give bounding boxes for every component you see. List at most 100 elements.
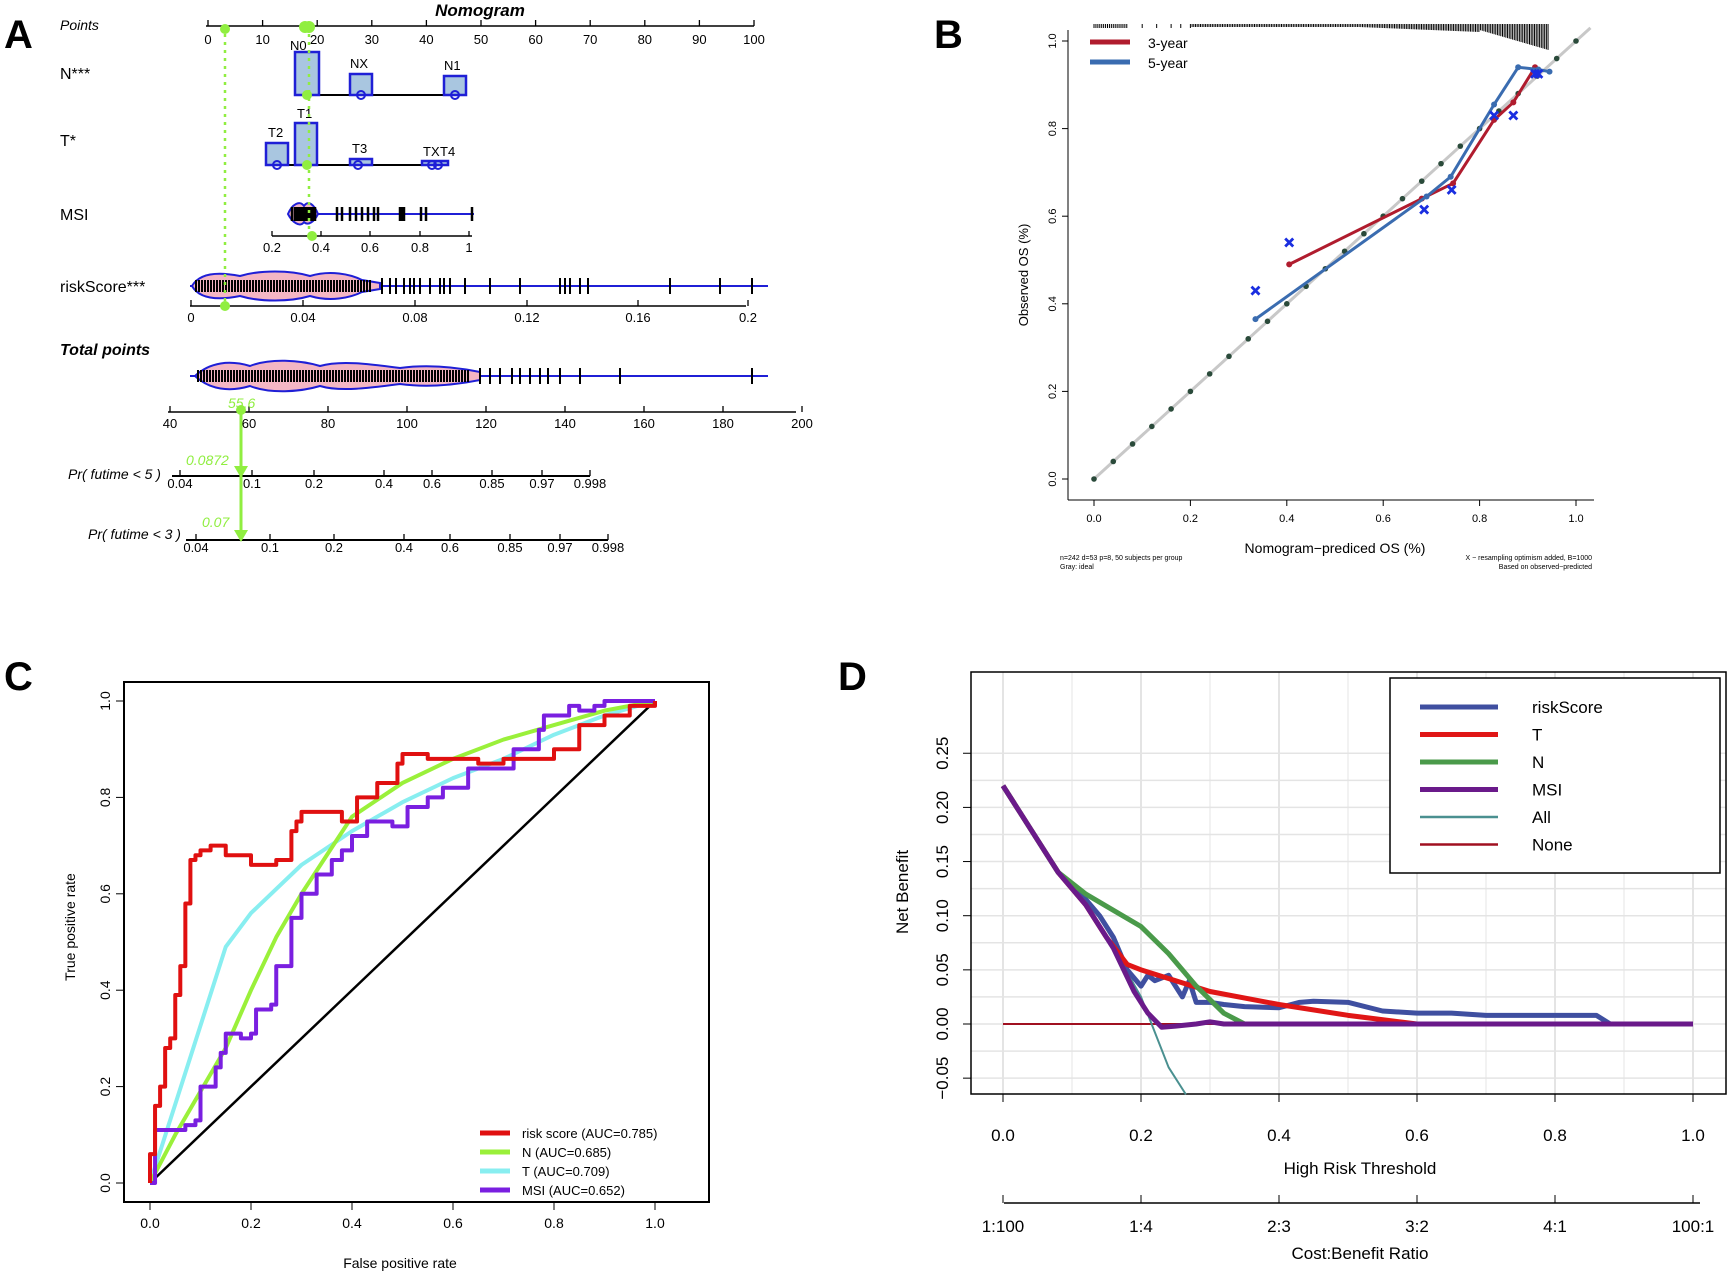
row-label-n: N*** bbox=[60, 66, 90, 83]
row-label-total: Total points bbox=[60, 342, 150, 359]
pr3-tick-label: 0.998 bbox=[592, 540, 625, 555]
pr5-tick-label: 0.1 bbox=[243, 476, 261, 491]
roc-y-tick-label: 0.0 bbox=[97, 1173, 113, 1193]
total-row: 40 60 80 100 120 140 160 180 200 bbox=[163, 359, 813, 431]
pr5-tick-label: 0.4 bbox=[375, 476, 393, 491]
calibration-x-tick-label: 0.8 bbox=[1472, 513, 1487, 525]
total-tick-label: 80 bbox=[321, 416, 335, 431]
nomogram-panel: Nomogram Points N*** T* MSI riskScore***… bbox=[60, 1, 813, 555]
points-tick-label: 30 bbox=[365, 32, 379, 47]
calibration-legend-3year: 3-year bbox=[1148, 35, 1188, 51]
riskscore-tick-label: 0.2 bbox=[739, 310, 757, 325]
riskscore-tick-label: 0.04 bbox=[290, 310, 315, 325]
riskscore-tick-label: 0 bbox=[187, 310, 194, 325]
calibration-point bbox=[1423, 193, 1430, 200]
dca-cost-tick-label: 1:100 bbox=[982, 1217, 1025, 1236]
calibration-ideal-point bbox=[1264, 318, 1271, 325]
t-level-t4: T4 bbox=[440, 144, 455, 159]
roc-x-tick-label: 0.4 bbox=[342, 1215, 362, 1231]
panel-label-d: D bbox=[838, 655, 867, 699]
t-row: T2 T1 T3 TX T4 bbox=[264, 106, 455, 170]
calibration-ideal-point bbox=[1361, 230, 1367, 237]
calibration-ideal-point bbox=[1129, 441, 1136, 447]
calibration-cross-mark bbox=[1446, 184, 1457, 195]
roc-diagonal bbox=[149, 700, 656, 1184]
dca-legend-box bbox=[1389, 677, 1721, 874]
calibration-y-tick-label: 0.6 bbox=[1047, 209, 1059, 224]
roc-legend-entry: risk score (AUC=0.785) bbox=[522, 1126, 657, 1141]
points-tick-label: 100 bbox=[743, 32, 765, 47]
dca-cost-tick-label: 2:3 bbox=[1267, 1217, 1291, 1236]
points-tick-label: 0 bbox=[204, 32, 211, 47]
points-tick-label: 70 bbox=[583, 32, 597, 47]
calibration-x-tick-label: 0.6 bbox=[1376, 513, 1391, 525]
dca-cost-tick-label: 4:1 bbox=[1543, 1217, 1567, 1236]
pr3-tick-label: 0.4 bbox=[395, 540, 413, 555]
calibration-ideal-point bbox=[1399, 195, 1406, 202]
dca-panel: High Risk Threshold Net Benefit Cost:Ben… bbox=[893, 671, 1727, 1263]
points-tick-label: 80 bbox=[638, 32, 652, 47]
total-tick-label: 120 bbox=[475, 416, 497, 431]
nomogram-title: Nomogram bbox=[435, 1, 525, 20]
calibration-point bbox=[1252, 316, 1259, 323]
roc-y-tick-label: 0.2 bbox=[97, 1077, 113, 1097]
calibration-cross-mark bbox=[1508, 110, 1519, 121]
dca-y-tick-label: 0.00 bbox=[933, 1007, 952, 1040]
points-tick-label: 50 bbox=[474, 32, 488, 47]
n-level-nx: NX bbox=[350, 56, 368, 71]
points-tick-label: 40 bbox=[419, 32, 433, 47]
roc-legend-entry: MSI (AUC=0.652) bbox=[522, 1183, 625, 1198]
dca-series-msi bbox=[1000, 784, 1693, 1030]
roc-y-tick-label: 0.8 bbox=[97, 787, 113, 807]
dca-x-tick-label: 1.0 bbox=[1681, 1126, 1705, 1145]
roc-legend-entry: N (AUC=0.685) bbox=[522, 1145, 611, 1160]
pr5-tick-label: 0.85 bbox=[479, 476, 504, 491]
total-tick-label: 140 bbox=[554, 416, 576, 431]
dca-x-tick-label: 0.0 bbox=[991, 1126, 1015, 1145]
calibration-y-tick-label: 0.8 bbox=[1047, 121, 1059, 136]
pr5-tick-label: 0.04 bbox=[167, 476, 192, 491]
t-level-t1: T1 bbox=[297, 106, 312, 121]
nx-box bbox=[348, 72, 374, 97]
calibration-cross-mark bbox=[1419, 204, 1430, 215]
dca-legend-entry: T bbox=[1532, 726, 1542, 745]
msi-row: 0.2 0.4 0.6 0.8 1 bbox=[263, 202, 474, 255]
row-label-t: T* bbox=[60, 133, 76, 150]
dca-legend-entry: N bbox=[1532, 753, 1544, 772]
calibration-ideal-point bbox=[1206, 371, 1213, 377]
dca-cost-tick-label: 1:4 bbox=[1129, 1217, 1153, 1236]
roc-ylabel: True positive rate bbox=[62, 873, 78, 981]
calibration-ideal-point bbox=[1553, 55, 1560, 62]
row-label-pr3: Pr( futime < 3 ) bbox=[88, 526, 181, 542]
roc-x-tick-label: 0.2 bbox=[241, 1215, 261, 1231]
calibration-point bbox=[1546, 68, 1553, 75]
calibration-ideal-point bbox=[1438, 160, 1444, 167]
msi-tick-label: 0.4 bbox=[312, 240, 330, 255]
dca-legend-entry: MSI bbox=[1532, 781, 1562, 800]
t-level-tx: TX bbox=[423, 144, 440, 159]
calibration-y-tick-label: 0.0 bbox=[1047, 471, 1059, 486]
row-label-pr5: Pr( futime < 5 ) bbox=[68, 466, 161, 482]
calibration-xlabel: Nomogram−prediced OS (%) bbox=[1245, 540, 1426, 556]
calibration-cross-mark bbox=[1489, 110, 1500, 121]
pr5-tick-label: 0.6 bbox=[423, 476, 441, 491]
dca-y-tick-label: 0.20 bbox=[933, 791, 952, 824]
row-label-riskscore: riskScore*** bbox=[60, 279, 145, 296]
calibration-x-tick-label: 0.0 bbox=[1086, 513, 1101, 525]
calibration-point bbox=[1450, 180, 1457, 187]
n-row: N0 NX N1 bbox=[290, 38, 468, 100]
roc-y-tick-label: 1.0 bbox=[97, 691, 113, 711]
pr3-tick-label: 0.97 bbox=[547, 540, 572, 555]
msi-tick-label: 0.2 bbox=[263, 240, 281, 255]
calibration-series-3year bbox=[1288, 66, 1537, 266]
calibration-ideal-point bbox=[1573, 38, 1579, 44]
dca-y-tick-label: 0.25 bbox=[933, 737, 952, 770]
pr3-annotation: 0.07 bbox=[202, 514, 230, 530]
pr5-annotation: 0.0872 bbox=[186, 452, 229, 468]
calibration-ideal-point bbox=[1457, 143, 1464, 149]
calibration-panel: Nomogram−prediced OS (%) Observed OS (%)… bbox=[1016, 24, 1594, 571]
calibration-ideal-line bbox=[1092, 26, 1592, 481]
msi-tick-label: 0.8 bbox=[411, 240, 429, 255]
dca-cost-tick-label: 3:2 bbox=[1405, 1217, 1429, 1236]
